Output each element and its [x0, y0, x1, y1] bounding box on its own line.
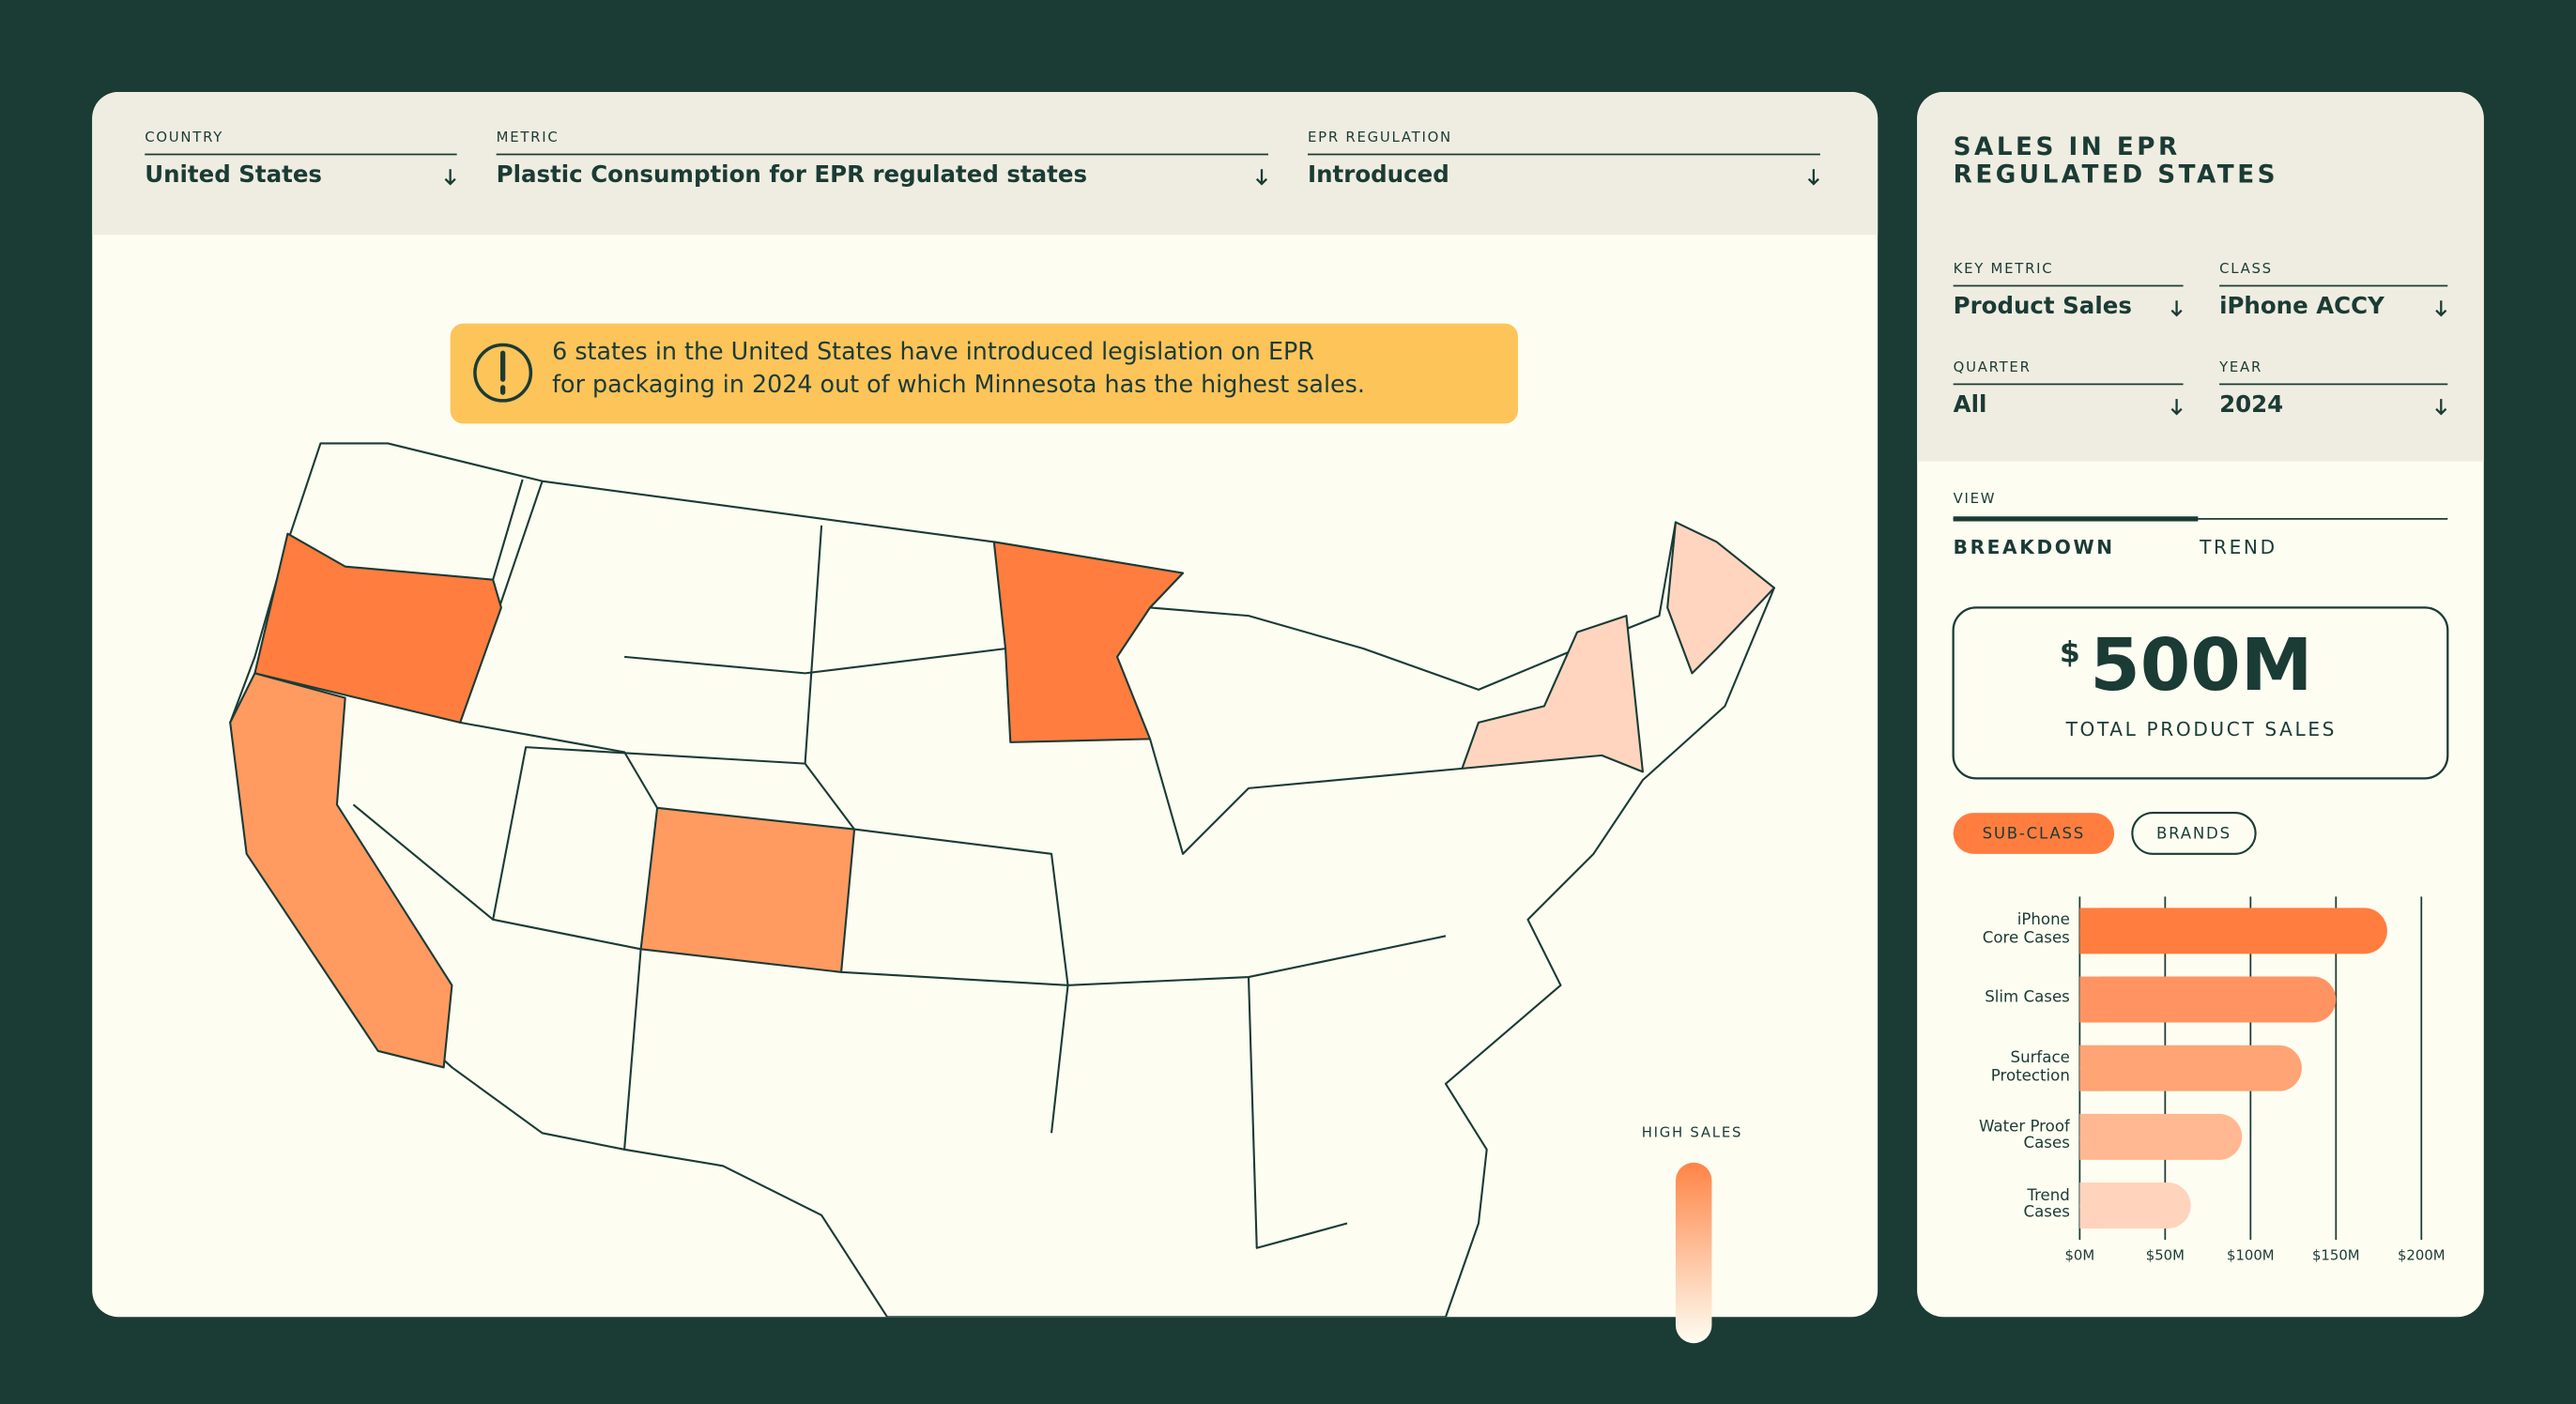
filter-value[interactable]: 2024 [2219, 390, 2283, 418]
filter-label: YEAR [2218, 359, 2262, 375]
kpi-value: 500M [2090, 624, 2312, 708]
dropdown-arrow[interactable] [2170, 300, 2183, 317]
filter-value[interactable]: Product Sales [1954, 292, 2132, 319]
x-tick-label: $150M [2312, 1247, 2360, 1264]
toggle-button[interactable] [1953, 813, 2115, 854]
x-tick-label: $200M [2398, 1247, 2446, 1264]
kpi-currency: $ [2060, 635, 2080, 669]
filter-value[interactable]: Plastic Consumption for EPR regulated st… [497, 160, 1087, 188]
dropdown-arrow[interactable] [444, 169, 456, 186]
y-tick-label-box: Surface Protection [1990, 1049, 2070, 1085]
alert-icon [473, 343, 533, 403]
alert-box [450, 323, 1518, 424]
kpi-card [1952, 606, 2449, 780]
state-maine [1666, 521, 1775, 675]
legend-label: HIGH SALES [1642, 1123, 1742, 1140]
y-tick-label-box: Trend Cases [2023, 1186, 2070, 1222]
state-colorado [639, 806, 856, 973]
view-label: VIEW [1954, 490, 1997, 507]
kpi-label: TOTAL PRODUCT SALES [2065, 718, 2337, 740]
alert-text: 6 states in the United States have intro… [552, 337, 1314, 365]
y-tick-label: Water Proof Cases [1979, 1118, 2070, 1153]
state-border [352, 746, 805, 921]
filter-label: METRIC [497, 129, 560, 145]
dropdown-arrow[interactable] [2435, 399, 2447, 416]
toggle-label[interactable]: BRANDS [2156, 824, 2231, 842]
state-border [459, 481, 659, 809]
state-border [492, 479, 524, 580]
state-california [229, 672, 453, 1069]
filter-label: EPR REGULATION [1308, 129, 1452, 145]
filter-label: KEY METRIC [1954, 260, 2054, 277]
state-border [1149, 739, 1463, 855]
y-tick-label: iPhone Core Cases [1982, 911, 2070, 948]
x-tick-label: $0M [2064, 1247, 2094, 1264]
y-tick-label-box: iPhone Core Cases [1982, 911, 2070, 948]
bar-base [2079, 1113, 2103, 1160]
x-tick-label: $50M [2146, 1247, 2185, 1264]
bar [2079, 1113, 2243, 1160]
filter-value[interactable]: United States [145, 160, 322, 188]
alert-text: for packaging in 2024 out of which Minne… [552, 370, 1365, 398]
bar [2079, 976, 2337, 1023]
bar-base [2079, 1045, 2103, 1091]
y-tick-label: Trend Cases [2023, 1186, 2070, 1222]
legend-gradient [1675, 1162, 1712, 1344]
us-map [229, 442, 1775, 1318]
filter-label: CLASS [2219, 260, 2273, 277]
y-tick-label-box: Slim Cases [1985, 989, 2070, 1008]
state-border [804, 525, 1069, 1134]
dynamic-layer: COUNTRY United States METRIC Plastic Consum… [145, 129, 2448, 1264]
y-tick-label: Slim Cases [1985, 989, 2070, 1008]
y-tick-label: Surface Protection [1990, 1049, 2070, 1085]
bar [2079, 908, 2387, 954]
bar-base [2079, 976, 2103, 1023]
filter-value[interactable]: Introduced [1308, 160, 1449, 188]
state-minnesota [992, 541, 1185, 743]
toggle-button[interactable] [2131, 812, 2257, 855]
state-border [1247, 977, 1348, 1249]
filter-value[interactable]: All [1954, 390, 1987, 418]
bar [2079, 1045, 2302, 1091]
toggle-label[interactable]: SUB-CLASS [1983, 824, 2086, 842]
y-tick-label-box: Water Proof Cases [1979, 1118, 2070, 1153]
filter-label: COUNTRY [145, 129, 223, 145]
bar-base [2079, 1182, 2103, 1228]
side-title: REGULATED STATES [1954, 161, 2278, 190]
dropdown-arrow[interactable] [2170, 399, 2183, 416]
bar [2079, 1182, 2191, 1228]
x-tick-label: $100M [2227, 1247, 2275, 1264]
filter-label: QUARTER [1954, 359, 2032, 375]
tab[interactable]: BREAKDOWN [1954, 536, 2115, 558]
dropdown-arrow[interactable] [1807, 169, 1819, 186]
filter-bar [92, 91, 1878, 236]
bar-base [2079, 908, 2103, 954]
filter-value[interactable]: iPhone ACCY [2219, 292, 2384, 319]
side-header [1917, 91, 2484, 462]
state-border [841, 935, 1447, 986]
state-new-york [1461, 615, 1644, 773]
tab[interactable]: TREND [2199, 536, 2277, 558]
dropdown-arrow[interactable] [2435, 300, 2447, 317]
dropdown-arrow[interactable] [1255, 169, 1268, 186]
side-title: SALES IN EPR [1954, 133, 2181, 161]
state-border [624, 648, 1006, 675]
